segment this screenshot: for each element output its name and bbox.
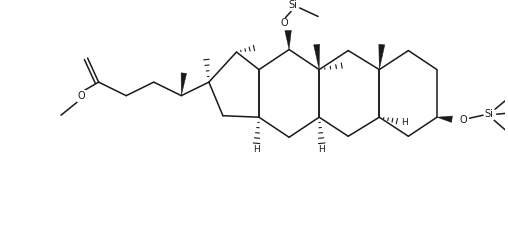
Text: O: O	[459, 115, 467, 125]
Text: Si: Si	[485, 109, 493, 119]
Text: H: H	[253, 145, 260, 154]
Polygon shape	[285, 30, 291, 50]
Text: O: O	[77, 91, 85, 101]
Text: Si: Si	[289, 0, 298, 10]
Polygon shape	[437, 116, 453, 122]
Text: O: O	[280, 19, 288, 28]
Polygon shape	[313, 44, 320, 70]
Polygon shape	[379, 44, 385, 70]
Text: H: H	[319, 145, 325, 154]
Polygon shape	[181, 73, 186, 96]
Text: H: H	[401, 118, 408, 127]
